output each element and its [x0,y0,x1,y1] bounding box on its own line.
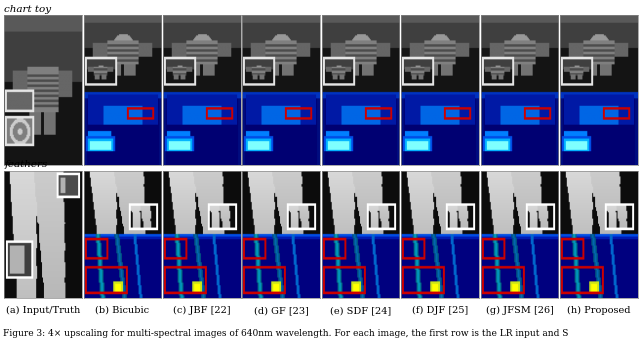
Text: (c) JBF [22]: (c) JBF [22] [173,306,230,315]
Text: (h) Proposed: (h) Proposed [567,306,631,315]
Text: (b) Bicubic: (b) Bicubic [95,306,149,315]
Text: (g) JFSM [26]: (g) JFSM [26] [486,306,554,315]
Text: chart toy: chart toy [4,5,52,14]
Text: (e) SDF [24]: (e) SDF [24] [330,306,391,315]
Text: (a) Input/Truth: (a) Input/Truth [6,306,80,315]
Text: (d) GF [23]: (d) GF [23] [254,306,308,315]
Text: feathers: feathers [4,160,48,169]
Text: Figure 3: 4× upscaling for multi-spectral images of 640nm wavelength. For each i: Figure 3: 4× upscaling for multi-spectra… [3,329,568,338]
Text: (f) DJF [25]: (f) DJF [25] [412,306,468,315]
